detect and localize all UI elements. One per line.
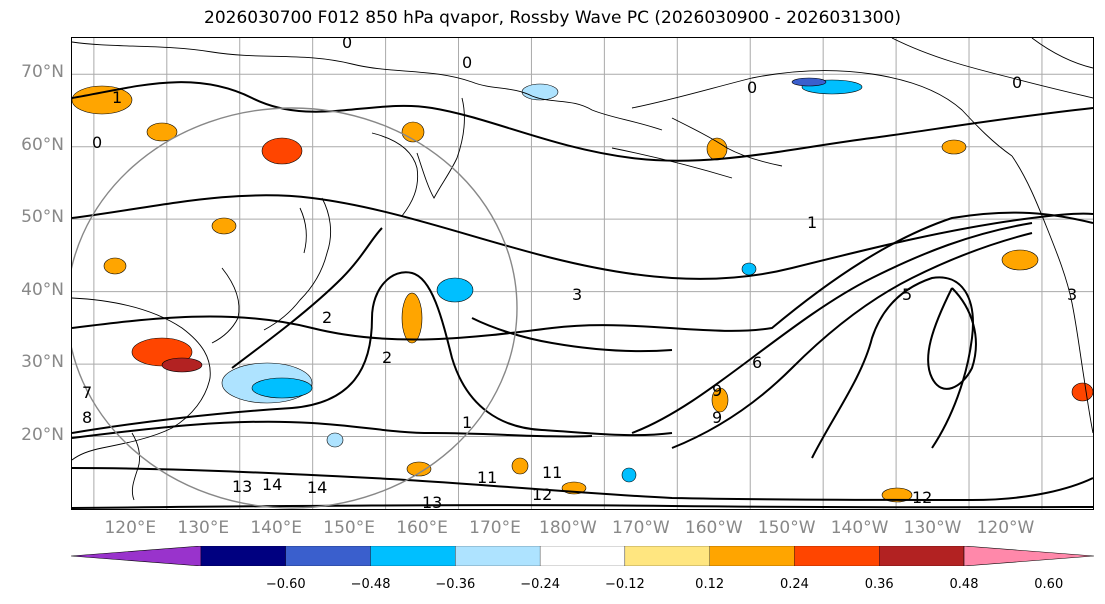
lat-label: 20°N (6, 425, 64, 445)
anomaly-fills (72, 78, 1093, 502)
contour-label: 0 (1012, 73, 1022, 92)
colorbar-segment (455, 546, 540, 566)
contour-label: 3 (1067, 285, 1077, 304)
height-contours (72, 82, 1093, 508)
anomaly-patch (1002, 250, 1038, 270)
colorbar-segment (371, 546, 456, 566)
colorbar-segment (540, 546, 625, 566)
anomaly-patch (327, 433, 343, 447)
lat-label: 30°N (6, 352, 64, 372)
contour-label: 3 (572, 285, 582, 304)
contour-label: 2 (322, 308, 332, 327)
lon-label: 120°W (965, 518, 1045, 538)
anomaly-patch (792, 78, 826, 86)
contour-label: 0 (462, 53, 472, 72)
colorbar-segment (794, 546, 879, 566)
contour-label: 14 (262, 475, 282, 494)
anomaly-patch (162, 358, 202, 372)
height-contour (72, 82, 1093, 161)
contour-label: 9 (712, 408, 722, 427)
contour-label: 0 (92, 133, 102, 152)
contour-label: 0 (342, 38, 352, 52)
anomaly-patch (262, 138, 302, 164)
lon-label: 160°W (674, 518, 754, 538)
contour-label: 13 (422, 493, 442, 509)
contour-label: 11 (542, 463, 562, 482)
lat-label: 70°N (6, 62, 64, 82)
contour-label: 1 (807, 213, 817, 232)
height-contour (672, 233, 1032, 448)
colorbar-tick-label: −0.36 (425, 577, 485, 592)
anomaly-patch (707, 138, 727, 160)
height-contour (232, 228, 382, 368)
colorbar (71, 546, 1094, 566)
colorbar-tick-label: −0.60 (256, 577, 316, 592)
anomaly-patch (1072, 383, 1093, 401)
contour-label: 1 (462, 413, 472, 432)
contour-label: 6 (752, 353, 762, 372)
contour-label: 13 (232, 477, 252, 496)
colorbar-tick-label: −0.48 (341, 577, 401, 592)
contour-label: 0 (747, 78, 757, 97)
lat-label: 40°N (6, 280, 64, 300)
colorbar-tick-label: 0.36 (849, 577, 909, 592)
contour-label: 12 (912, 488, 932, 507)
height-contour (72, 505, 1093, 508)
lon-label: 140°W (820, 518, 900, 538)
anomaly-patch (402, 293, 422, 343)
contour-label: 7 (82, 383, 92, 402)
colorbar-tick-label: 0.60 (1019, 577, 1079, 592)
contour-label: 9 (712, 381, 722, 400)
colorbar-segment (710, 546, 795, 566)
map-title: 2026030700 F012 850 hPa qvapor, Rossby W… (0, 8, 1105, 28)
anomaly-patch (522, 84, 558, 100)
anomaly-patch (622, 468, 636, 482)
colorbar-tick-label: −0.24 (510, 577, 570, 592)
colorbar-segment (71, 546, 201, 566)
coastlines (72, 38, 1093, 500)
grid-lines (72, 38, 1093, 509)
contour-label: 2 (382, 348, 392, 367)
contour-label: 5 (902, 285, 912, 304)
anomaly-patch (742, 263, 756, 275)
anomaly-patch (942, 140, 966, 154)
contour-label: 14 (307, 478, 327, 497)
colorbar-segment (625, 546, 710, 566)
lon-label: 150°W (747, 518, 827, 538)
lat-label: 60°N (6, 135, 64, 155)
height-contour (72, 195, 1093, 279)
colorbar-segment (286, 546, 371, 566)
lon-label: 170°W (601, 518, 681, 538)
lon-label: 170°E (455, 518, 535, 538)
lon-label: 140°E (236, 518, 316, 538)
contour-label: 8 (82, 408, 92, 427)
colorbar-tick-label: 0.24 (764, 577, 824, 592)
colorbar-tick-label: 0.12 (680, 577, 740, 592)
map-panel: 0 0 0 0 0 1 1 1 2 2 3 3 5 6 7 8 9 9 11 11 12 12 13 13 14 14 (71, 37, 1094, 510)
lat-label: 50°N (6, 207, 64, 227)
colorbar-segment (201, 546, 286, 566)
lon-label: 160°E (382, 518, 462, 538)
anomaly-patch (212, 218, 236, 234)
anomaly-patch (72, 86, 132, 114)
colorbar-segment (964, 546, 1094, 566)
height-contour (812, 277, 973, 458)
contour-label: 1 (112, 88, 122, 107)
anomaly-patch (104, 258, 126, 274)
lon-label: 130°E (163, 518, 243, 538)
colorbar-tick-label: −0.12 (595, 577, 655, 592)
anomaly-patch (252, 378, 312, 398)
colorbar-tick-label: 0.48 (934, 577, 994, 592)
lon-label: 130°W (893, 518, 973, 538)
contour-label: 12 (532, 485, 552, 504)
anomaly-patch (437, 278, 473, 302)
colorbar-segment (879, 546, 964, 566)
contour-label: 11 (477, 468, 497, 487)
lon-label: 180°W (528, 518, 608, 538)
lon-label: 150°E (309, 518, 389, 538)
lon-label: 120°E (90, 518, 170, 538)
anomaly-patch (512, 458, 528, 474)
